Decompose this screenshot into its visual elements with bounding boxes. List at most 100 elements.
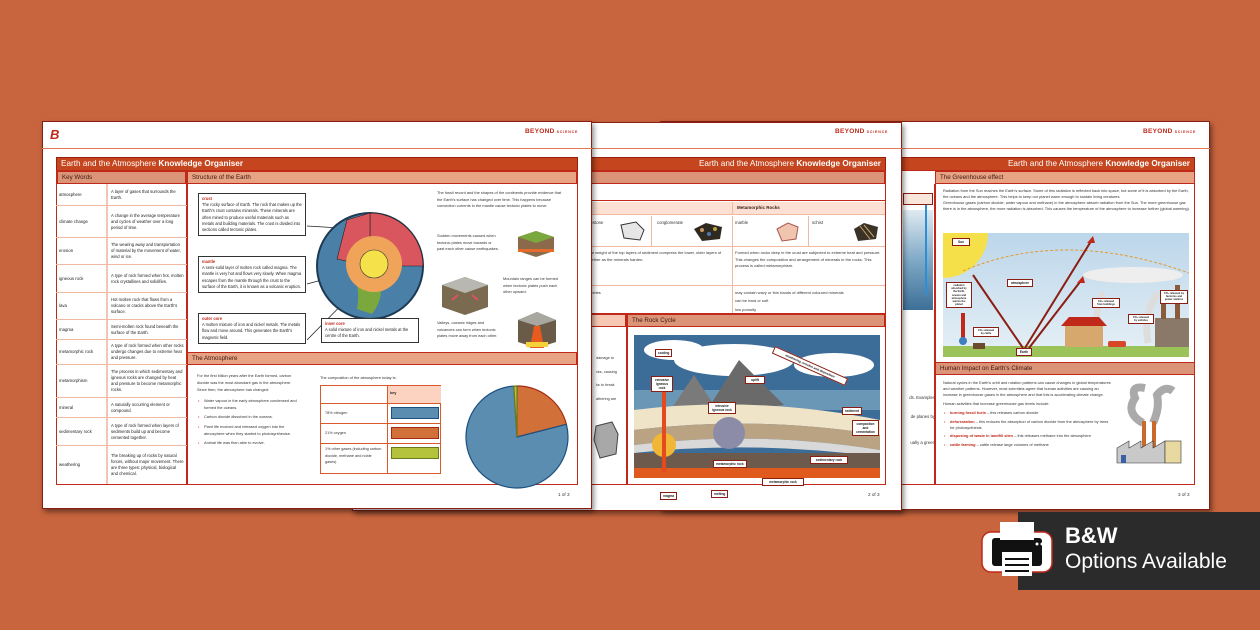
key-word-definition: Semi-molten rock found beneath the surfa… xyxy=(111,323,179,335)
label-melting: melting xyxy=(711,490,729,498)
label-extrusive: extrusive igneous rock xyxy=(651,376,673,392)
crust-box: crust The rocky surface of Earth. The roc… xyxy=(198,193,306,237)
label-cattle: CO₂ released by cattle xyxy=(973,327,999,338)
composition-caption: The composition of the atmosphere today … xyxy=(320,375,397,380)
human-impact-header: Human Impact on Earth's Climate xyxy=(935,362,1195,375)
legend-oxygen: 21% oxygen xyxy=(325,431,346,435)
key-word-term: metamorphic rock xyxy=(56,340,108,364)
key-word-row: climate change A change in the average te… xyxy=(56,206,187,238)
mountain-plates-icon xyxy=(442,277,488,315)
label-metamorphic-rock: metamorphic rock xyxy=(762,478,804,486)
legend-swatch-other xyxy=(391,447,439,459)
key-word-term: erosion xyxy=(56,238,108,264)
human-impact-text: Natural cycles in the Earth's orbit and … xyxy=(943,380,1113,450)
mantle-box: mantle A semi-solid layer of molten rock … xyxy=(198,256,306,294)
key-word-term: metamorphism xyxy=(56,365,108,397)
key-word-term: atmosphere xyxy=(56,184,108,205)
legend-nitrogen: 78% nitrogen xyxy=(325,411,348,415)
plate-note: Mountain ranges can be formed when tecto… xyxy=(503,276,558,294)
key-word-row: atmosphere A layer of gases that surround… xyxy=(56,184,187,206)
rock-cycle-header: The Rock Cycle xyxy=(627,314,885,327)
atmosphere-pie-chart xyxy=(465,385,569,489)
marble-rock-image xyxy=(776,222,799,242)
key-word-definition: A type of rock formed when hot, molten r… xyxy=(111,272,184,284)
fragment: ds. Examples xyxy=(909,395,935,400)
page-number: 2 of 3 xyxy=(868,492,880,497)
key-word-definition: A layer of gases that surrounds the Eart… xyxy=(111,188,176,200)
key-word-definition: The breaking up of rocks by natural forc… xyxy=(111,453,184,476)
key-word-term: igneous rock xyxy=(56,265,108,292)
valley-plates-icon xyxy=(518,312,556,348)
plate-note: Valleys, oceanic ridges and volcanoes ca… xyxy=(437,320,498,338)
rock-name: limestone xyxy=(585,220,604,225)
key-word-definition: A naturally occurring element or compoun… xyxy=(111,401,170,413)
plate-note: Sudden movements caused when tectonic pl… xyxy=(437,233,499,251)
key-word-term: mineral xyxy=(56,398,108,417)
schist-rock-image xyxy=(854,223,878,241)
label-intrusive: intrusive igneous rock xyxy=(708,402,736,414)
outer-core-box: outer core A molten mixture of iron and n… xyxy=(198,313,306,344)
brand-logo: BEYOND SCIENCE xyxy=(525,128,579,135)
key-word-term: climate change xyxy=(56,206,108,237)
atmosphere-header: The Atmosphere xyxy=(187,352,577,365)
rock-cycle-diagram xyxy=(634,335,880,478)
limestone-rock-image xyxy=(620,221,645,241)
legend-swatch-oxygen xyxy=(391,427,439,439)
logo: B xyxy=(50,127,60,142)
key-word-definition: The process in which sedimentary and ign… xyxy=(111,369,183,392)
key-word-row: igneous rock A type of rock formed when h… xyxy=(56,265,187,293)
greenhouse-text: Radiation from the Sun reaches the Earth… xyxy=(943,188,1190,211)
label-atmosphere: atmosphere xyxy=(1007,279,1033,287)
key-word-row: weathering The breaking up of rocks by na… xyxy=(56,446,187,484)
legend-other: 1% other gases (including carbon dioxide… xyxy=(325,447,382,464)
key-label: key xyxy=(387,386,441,403)
conglomerate-rock-image xyxy=(694,223,722,241)
factory-icon xyxy=(1116,383,1182,464)
label-metamorphic-rock-2: metamorphic rock xyxy=(713,460,747,468)
metamorphic-properties: may contain wavy or thin bands of differ… xyxy=(735,290,844,312)
label-vehicles: CO₂ released by vehicles xyxy=(1128,314,1154,325)
pie-slice xyxy=(513,385,518,438)
badge-title: B&W xyxy=(1065,523,1118,548)
structure-header: Structure of the Earth xyxy=(187,171,577,184)
inner-core-box: inner core A solid mixture of iron and ni… xyxy=(321,318,419,343)
legend-swatch-nitrogen xyxy=(391,407,439,419)
fragment: ually a green xyxy=(910,440,935,445)
key-word-row: metamorphic rock A type of rock formed wh… xyxy=(56,340,187,365)
rock-image xyxy=(593,421,619,459)
rock-name: conglomerate xyxy=(657,220,684,225)
weathering-fragments: damage to cks, causing ks to break athering… xyxy=(596,356,617,401)
key-word-definition: A change in the average temperature and … xyxy=(111,212,180,230)
key-word-row: erosion The wearing away and transportati… xyxy=(56,238,187,265)
key-word-definition: The wearing away and transportation of m… xyxy=(111,242,181,259)
key-word-row: sedimentary rock A type of rock formed wh… xyxy=(56,418,187,446)
key-word-term: sedimentary rock xyxy=(56,418,108,445)
earth-structure-diagram xyxy=(306,212,424,341)
fragment: de planes by xyxy=(910,414,935,419)
key-words-header: Key Words xyxy=(57,171,186,184)
key-words-table: atmosphere A layer of gases that surround… xyxy=(56,184,187,484)
earthquake-icon xyxy=(518,231,554,257)
rock-name: schist xyxy=(812,220,823,225)
key-word-definition: Hot molten rock that flows from a volcan… xyxy=(111,297,178,314)
pie-slice xyxy=(465,385,569,489)
brand-logo: BEYOND SCIENCE xyxy=(835,128,889,135)
key-word-definition: A type of rock formed when layers of sed… xyxy=(111,422,179,440)
label-uplift: uplift xyxy=(745,376,765,384)
badge-subtitle: Options Available xyxy=(1065,550,1227,573)
organiser-title: Earth and the Atmosphere Knowledge Organ… xyxy=(56,157,578,171)
label-factories: CO₂ released by factories and power stat… xyxy=(1160,290,1188,304)
label-sediment: sediment xyxy=(842,407,862,415)
label-cooling: cooling xyxy=(655,349,673,357)
key-word-row: magma Semi-molten rock found beneath the … xyxy=(56,320,187,340)
plates-text: The fossil record and the shapes of the … xyxy=(437,190,562,208)
rock-name: marble xyxy=(735,220,749,225)
metamorphic-text: Formed when rocks deep in the crust are … xyxy=(735,250,881,268)
printer-icon xyxy=(981,522,1053,576)
key-word-term: weathering xyxy=(56,446,108,484)
label-radiation: radiation absorbed by the Earth, oceans … xyxy=(946,282,972,309)
page-number: 1 of 3 xyxy=(558,492,570,497)
brand-logo: BEYOND SCIENCE xyxy=(1143,128,1197,135)
label-compaction: compaction and cementation xyxy=(852,420,879,436)
